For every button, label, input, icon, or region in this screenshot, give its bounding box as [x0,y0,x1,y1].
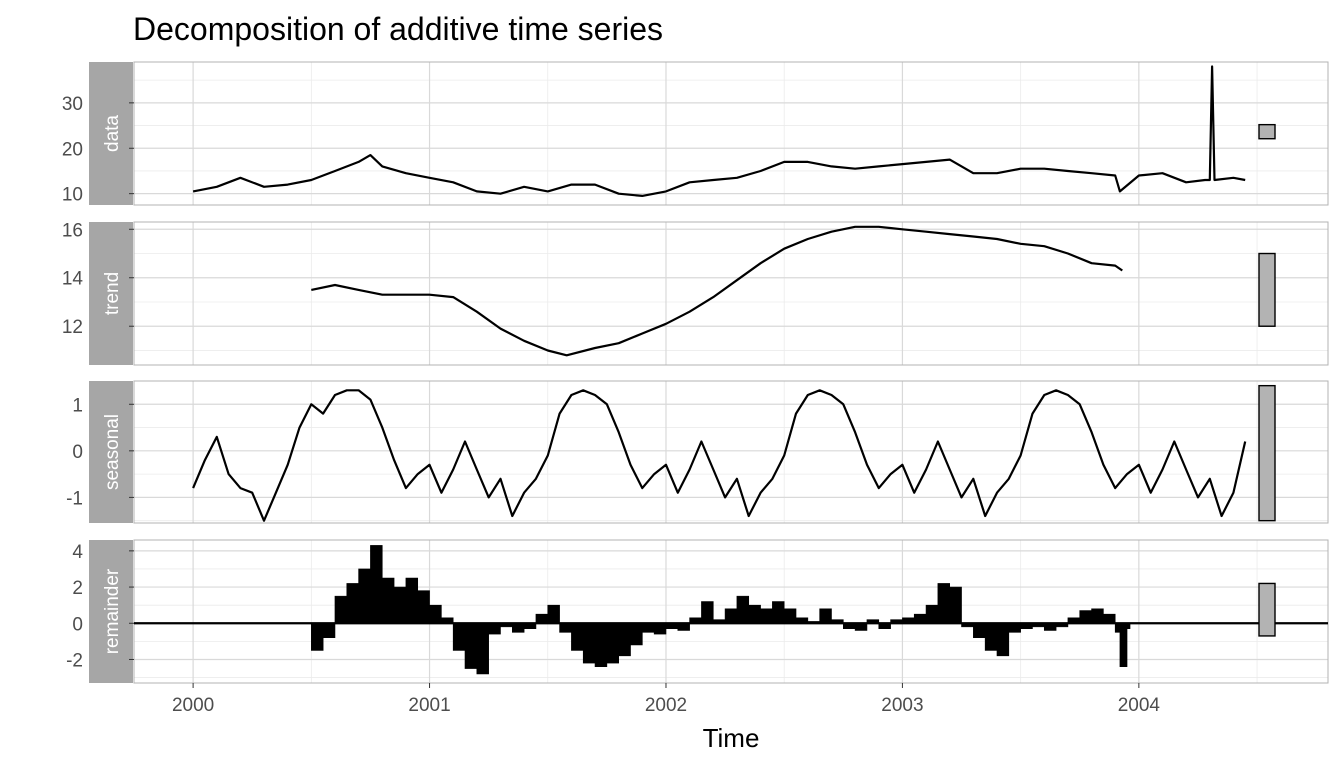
strip-background [89,62,133,205]
y-tick-label: -2 [66,650,83,671]
scale-bar [1258,123,1276,140]
series-line-data [192,65,1246,197]
y-tick-label: 20 [62,139,83,160]
x-tick-label: 2002 [645,695,687,716]
strip-label-remainder: remainder [102,568,123,654]
remainder-bars [311,545,1131,675]
panel-background [134,62,1328,205]
strip-background [89,540,133,683]
x-axis: 2000 2001 2002 2003 2004 [172,683,1160,716]
strip-background [89,222,133,365]
panel-border [133,539,1329,684]
scale-bar [1258,252,1276,327]
panel-data: data 10 20 30 [62,61,1329,206]
y-tick-label: 0 [72,614,83,635]
y-tick-label: 0 [72,442,83,463]
panel-border [133,61,1329,206]
panel-seasonal: seasonal -1 0 1 [66,380,1329,524]
strip-label-trend: trend [102,272,123,315]
strip-background [89,381,133,523]
scale-bar [1258,384,1276,522]
x-tick-label: 2001 [408,695,450,716]
x-tick-label: 2003 [881,695,923,716]
x-tick-label: 2004 [1118,695,1161,716]
panels: data102030trend121416seasonal-101remaind… [62,61,1329,684]
y-tick-label: 14 [62,269,84,290]
y-tick-label: 10 [62,185,83,206]
y-tick-label: 30 [62,94,83,115]
strip-label-data: data [102,115,123,152]
y-tick-label: 16 [62,220,83,241]
strip-label-seasonal: seasonal [102,414,123,490]
scale-bar [1258,582,1276,637]
panel-border [133,380,1329,524]
chart-title: Decomposition of additive time series [133,11,663,47]
panel-trend: trend 12 14 16 [62,220,1329,366]
x-tick-label: 2000 [172,695,214,716]
y-tick-label: 12 [62,317,83,338]
series-line-trend [311,225,1123,357]
panel-remainder: remainder -2 0 2 4 [66,539,1329,684]
x-axis-title: Time [703,723,760,753]
y-tick-label: 1 [72,395,83,416]
y-tick-label: -1 [66,488,83,509]
y-tick-label: 4 [72,542,83,563]
y-tick-label: 2 [72,578,83,599]
series-line-seasonal [192,389,1247,522]
panel-border [133,221,1329,366]
panel-background [134,222,1328,365]
panel-background [134,381,1328,523]
